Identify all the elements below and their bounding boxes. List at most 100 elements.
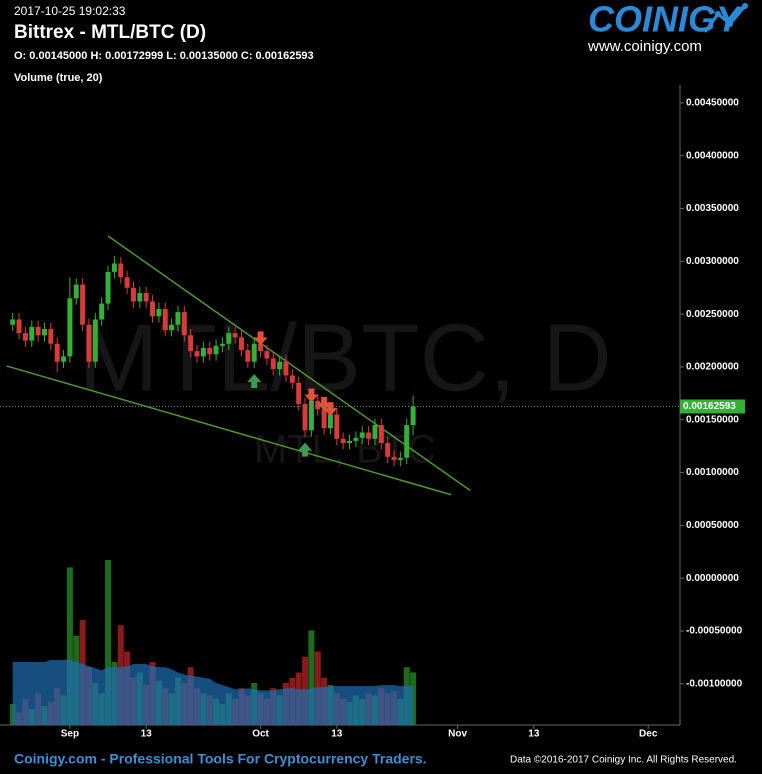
candle-body [16,319,22,334]
y-tick-label: 0.00450000 [686,98,739,109]
candle-body [270,358,276,370]
candle-body [124,277,130,288]
chart-title: Bittrex - MTL/BTC (D) [14,22,206,43]
candle-body [86,324,92,362]
candle-body [48,328,54,344]
candle-body [181,312,187,336]
candle-body [226,333,232,344]
candle-body [54,343,60,362]
candle-body [321,409,327,429]
candle-body [308,400,314,431]
candle-body [22,333,28,341]
candle-body [175,312,181,325]
candle-body [35,326,41,336]
candle-body [391,456,397,460]
logo-icon-dot [727,21,733,27]
candle-body [111,263,117,272]
signal-arrow [317,396,332,411]
candle-body [80,284,86,325]
logo: COINIGY [588,0,743,40]
candle-body [327,414,333,429]
trendline [6,365,452,496]
candle-body [366,432,372,439]
x-tick-label: Nov [448,729,467,740]
candle-body [277,361,283,370]
candle-body [283,361,289,376]
candle-body [29,326,35,341]
timestamp: 2017-10-25 19:02:33 [14,4,126,18]
candle-body [340,438,346,444]
signal-arrow [298,442,313,457]
candle-body [302,403,308,431]
volume-bar [308,630,315,725]
candle-body [359,432,365,438]
candle-body [315,400,321,410]
y-tick-label: -0.00050000 [686,626,743,637]
y-tick-label: 0.00000000 [686,573,739,584]
candle-body [156,308,162,317]
candle-body [92,319,98,362]
candle-body [143,293,149,302]
candle-body [397,457,403,460]
last-price-box [680,399,745,414]
candle-body [73,284,79,299]
ohlc-legend: O: 0.00145000 H: 0.00172999 L: 0.0013500… [14,50,314,62]
candle-body [194,351,200,357]
y-tick-label: 0.00400000 [686,150,739,161]
candle-body [169,324,175,331]
candle-body [188,335,194,352]
candle-body [61,356,67,362]
watermark: MTL/BTC, D [78,304,611,411]
logo-icon-dot [742,3,748,9]
candle-body [245,350,251,362]
candle-body [207,347,213,355]
y-tick-label: -0.00100000 [686,678,743,689]
candle-body [67,298,73,357]
candle-body [353,437,359,441]
candle-body [258,343,264,352]
candle-body [372,425,378,439]
candle-body [200,347,206,357]
volume-bar [105,560,112,725]
candle-body [162,308,168,331]
candle-body [118,263,124,278]
last-price-label: 0.00162593 [683,401,736,412]
x-tick-label: Dec [639,729,658,740]
y-tick-label: 0.00350000 [686,203,739,214]
candle-body [385,443,391,457]
footer-left: Coinigy.com - Professional Tools For Cry… [14,751,427,767]
footer-right: Data ©2016-2017 Coinigy Inc. All Rights … [510,755,737,766]
candle-body [264,351,270,359]
x-tick-label: 13 [331,729,343,740]
x-tick-label: 13 [141,729,153,740]
candle-body [219,343,225,346]
volume-ma-area [12,659,414,725]
y-tick-label: 0.00050000 [686,520,739,531]
volume-bar [66,567,73,725]
candle-body [347,440,353,444]
candle-body [232,333,238,338]
candle-body [105,271,111,304]
logo-url: www.coinigy.com [587,38,702,55]
candle-body [334,414,340,439]
y-tick-label: 0.00250000 [686,309,739,320]
volume-legend: Volume (true, 20) [14,72,103,84]
y-tick-label: 0.00150000 [686,414,739,425]
logo-icon-dot [715,11,721,17]
candle-body [404,425,410,458]
candle-body [238,337,244,351]
candle-body [296,382,302,404]
signal-arrow [253,331,268,346]
y-tick-label: 0.00300000 [686,256,739,267]
candle-body [10,319,16,325]
signal-arrow [247,374,262,389]
x-tick-label: Oct [252,729,269,740]
y-tick-label: 0.00200000 [686,362,739,373]
candle-body [99,303,105,320]
candle-body [137,293,143,302]
candle-body [378,425,384,444]
trendline [107,235,471,492]
signal-arrow [304,388,319,403]
candle-body [130,287,136,302]
